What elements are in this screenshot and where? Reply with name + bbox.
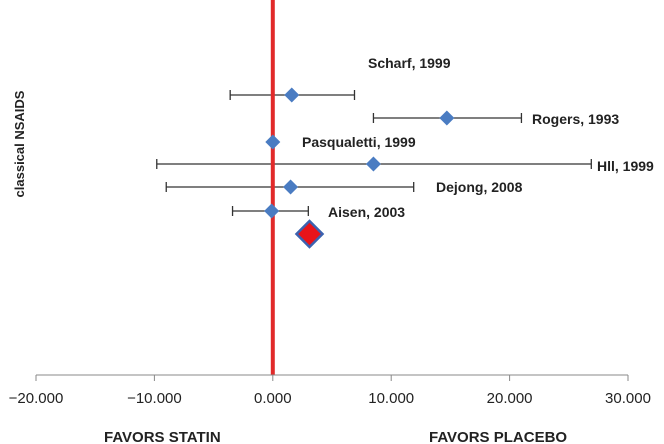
x-tick-label: 30.000 bbox=[605, 390, 651, 407]
study-point-marker bbox=[283, 179, 299, 195]
study-label: Dejong, 2008 bbox=[436, 179, 523, 195]
pooled-estimate-diamond bbox=[294, 219, 325, 249]
x-tick-label: −10.000 bbox=[127, 390, 182, 407]
x-tick-label: −20.000 bbox=[9, 390, 64, 407]
favors-statin-label: FAVORS STATIN bbox=[104, 429, 221, 444]
study-point-marker bbox=[265, 134, 281, 150]
x-tick-label: 20.000 bbox=[487, 390, 533, 407]
study-point-marker bbox=[365, 156, 381, 172]
x-tick-label: 10.000 bbox=[368, 390, 414, 407]
favors-placebo-label: FAVORS PLACEBO bbox=[429, 429, 567, 444]
study-label: Rogers, 1993 bbox=[532, 111, 619, 127]
study-point-marker bbox=[264, 203, 280, 219]
study-label: Pasqualetti, 1999 bbox=[302, 134, 416, 150]
group-label: classical NSAIDS bbox=[12, 90, 27, 197]
study-point-marker bbox=[284, 87, 300, 103]
study-label: Aisen, 2003 bbox=[328, 204, 405, 220]
x-tick-label: 0.000 bbox=[254, 390, 292, 407]
study-markers bbox=[264, 87, 455, 219]
confidence-intervals bbox=[156, 90, 592, 216]
study-label: Scharf, 1999 bbox=[368, 55, 451, 71]
x-axis: −20.000 −10.000 0.000 10.000 20.000 30.000 bbox=[9, 374, 651, 407]
study-labels: Scharf, 1999 Rogers, 1993 Pasqualetti, 199… bbox=[302, 55, 654, 220]
study-point-marker bbox=[439, 110, 455, 126]
study-label: Hll, 1999 bbox=[597, 158, 654, 174]
